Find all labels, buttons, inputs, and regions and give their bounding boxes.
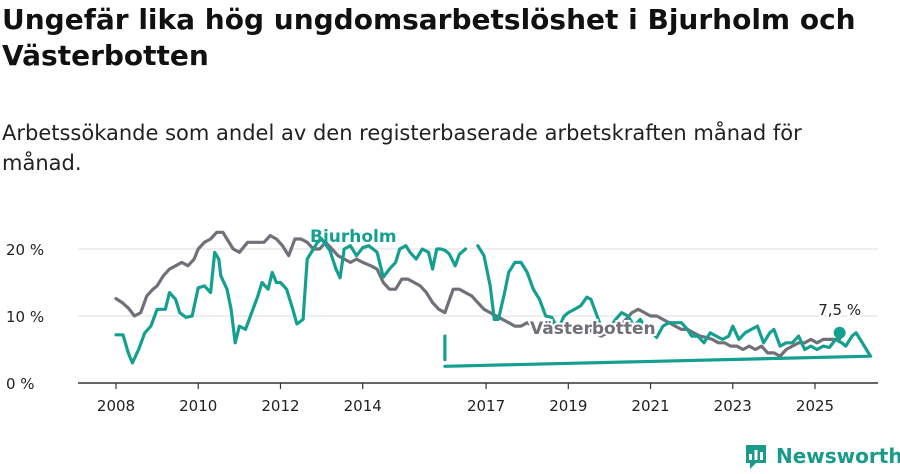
x-tick-label: 2017 [467, 397, 505, 415]
series-line-bjurholm [114, 237, 468, 365]
x-tick-label: 2008 [97, 397, 135, 415]
y-tick-label: 20 % [6, 241, 44, 259]
brand-name: Newsworthy [776, 444, 900, 468]
series-label-vasterbotten: Västerbotten [530, 319, 656, 339]
x-tick-label: 2012 [261, 397, 299, 415]
series-label-bjurholm: Bjurholm [310, 227, 397, 247]
x-tick-label: 2014 [344, 397, 382, 415]
chart-title: Ungefär lika hög ungdomsarbetslöshet i B… [2, 3, 856, 72]
y-tick-label: 0 % [6, 375, 35, 393]
x-tick-label: 2010 [179, 397, 217, 415]
y-tick-label: 10 % [6, 308, 44, 326]
end-value-label: 7,5 % [818, 301, 861, 319]
series-line-bjurholm [443, 244, 873, 368]
brand: Newsworthy [744, 441, 900, 471]
x-tick-label: 2021 [631, 397, 669, 415]
series-line-vasterbotten [114, 230, 842, 358]
end-point-marker [833, 326, 846, 339]
newsworthy-logo-icon [746, 445, 766, 469]
x-tick-label: 2019 [549, 397, 587, 415]
x-tick-label: 2025 [796, 397, 834, 415]
chart-subtitle: Arbetssökande som andel av den registerb… [2, 121, 802, 175]
x-tick-label: 2023 [714, 397, 752, 415]
